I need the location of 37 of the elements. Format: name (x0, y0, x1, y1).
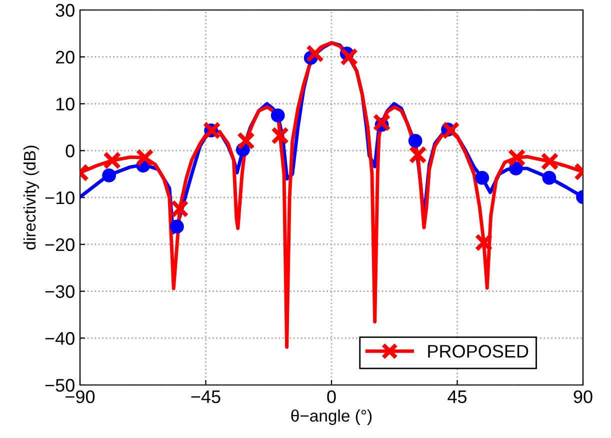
legend-label: PROPOSED (428, 344, 528, 358)
point (408, 134, 422, 148)
point (136, 148, 154, 167)
point (542, 170, 556, 185)
point (475, 170, 490, 185)
x-tick-label: 90 (574, 390, 592, 404)
x-tick-label: 45 (448, 390, 467, 404)
point (306, 44, 324, 63)
point (271, 126, 290, 145)
point (103, 151, 122, 170)
y-tick-label: 20 (56, 50, 74, 64)
y-tick-label: −10 (45, 191, 74, 204)
point (372, 113, 391, 132)
y-tick-label: −30 (45, 285, 74, 298)
x-tick-label: 0 (327, 390, 336, 404)
point (102, 168, 116, 182)
point (442, 121, 460, 140)
point (236, 132, 256, 150)
point (540, 152, 559, 170)
point (508, 161, 523, 176)
y-tick-label: 30 (56, 4, 74, 17)
y-tick-label: −50 (45, 378, 74, 392)
point (170, 220, 184, 234)
point (474, 233, 493, 252)
point (340, 48, 358, 66)
point (270, 108, 285, 122)
x-axis-title: θ−angle (°) (291, 409, 372, 426)
point (508, 148, 526, 167)
y-tick-label: 10 (56, 98, 74, 110)
x-tick-label: −45 (191, 390, 220, 404)
y-tick-label: 0 (66, 144, 74, 158)
x-tick-label: −90 (66, 390, 95, 404)
y-axis-title: directivity (dB) (23, 146, 39, 250)
y-tick-label: −20 (45, 238, 74, 252)
point (408, 146, 427, 164)
point (170, 200, 189, 218)
y-tick-label: −40 (45, 332, 74, 345)
